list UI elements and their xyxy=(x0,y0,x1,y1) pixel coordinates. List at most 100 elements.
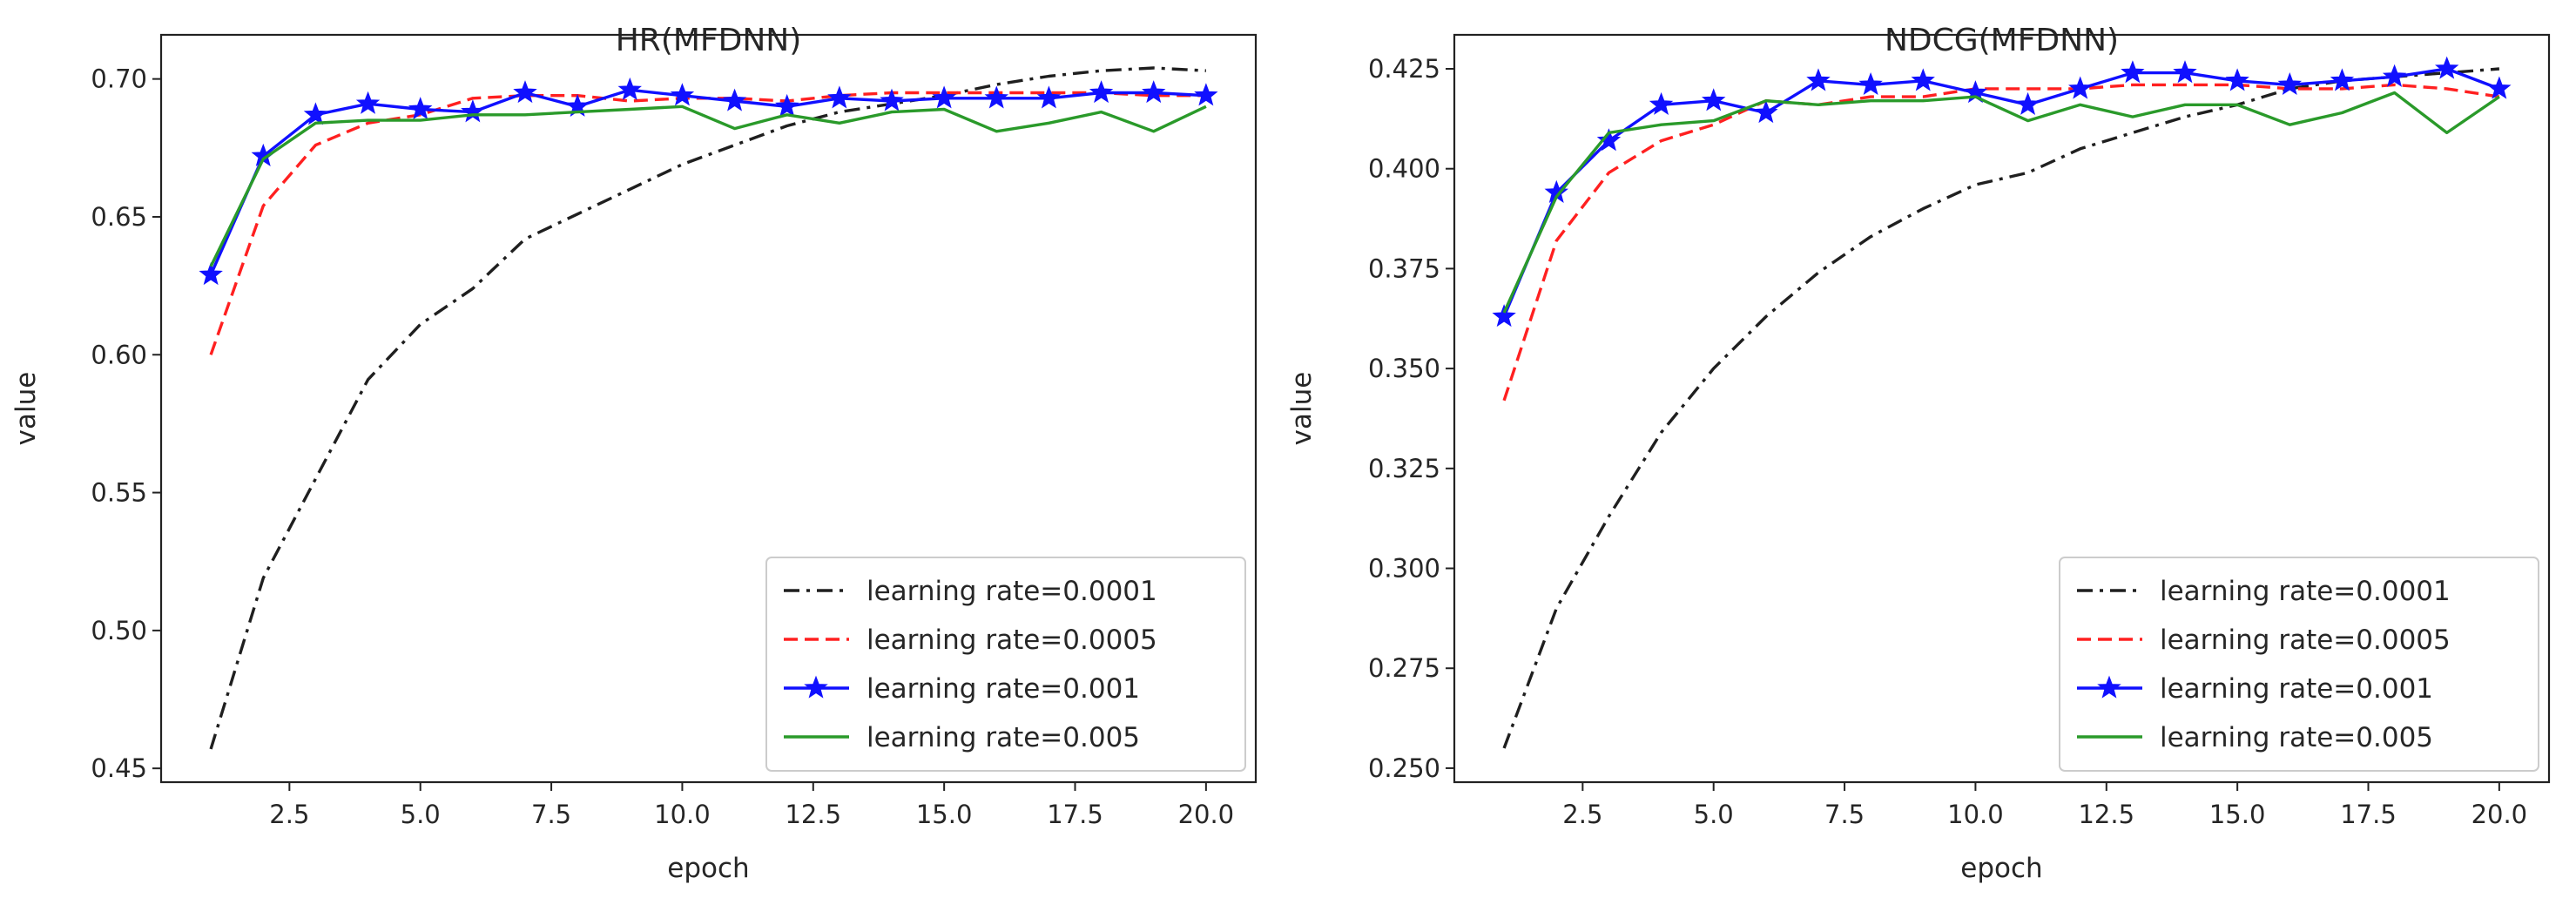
legend-label: learning rate=0.0005 xyxy=(2160,625,2451,656)
data-point xyxy=(1596,128,1622,152)
data-point xyxy=(1701,88,1726,111)
y-axis-label: value xyxy=(10,372,42,446)
data-point xyxy=(1089,80,1114,104)
axes-frame xyxy=(1453,33,2551,784)
x-tick-label: 17.5 xyxy=(1047,800,1103,829)
data-point xyxy=(1858,71,1883,96)
legend-label: learning rate=0.005 xyxy=(867,722,1140,753)
data-point xyxy=(827,85,852,109)
legend: learning rate=0.0001 learning rate=0.0005… xyxy=(765,557,1246,772)
hr-chart: HR(MFDNN) 2.5 5.0 7.5 10.0 12.5 15.0 17.5 20.0 0.… xyxy=(10,23,1258,884)
legend-box xyxy=(765,557,1246,772)
data-point xyxy=(1142,80,1166,104)
y-tick-label: 0.55 xyxy=(91,478,147,508)
x-tick-label: 2.5 xyxy=(269,800,309,829)
data-point xyxy=(303,102,328,125)
series-line-3 xyxy=(209,105,1207,267)
x-tick-label: 10.0 xyxy=(1947,800,2004,829)
data-point xyxy=(2277,71,2303,96)
series-line-1 xyxy=(1502,83,2500,402)
y-tick-label: 0.400 xyxy=(1368,154,1440,184)
legend-label: learning rate=0.001 xyxy=(867,673,1140,705)
x-tick-label: 10.0 xyxy=(654,800,711,829)
x-tick-label: 15.0 xyxy=(916,800,973,829)
y-tick-label: 0.250 xyxy=(1368,753,1440,783)
plot-area xyxy=(199,66,1218,750)
x-axis-label: epoch xyxy=(667,853,749,884)
x-tick-label: 12.5 xyxy=(2078,800,2134,829)
data-point xyxy=(1911,68,1935,91)
data-point xyxy=(2015,91,2040,115)
series-line-2 xyxy=(1502,67,2500,318)
series-line-1 xyxy=(209,91,1206,355)
data-point xyxy=(2330,68,2355,91)
y-tick-label: 0.50 xyxy=(91,616,147,645)
data-point xyxy=(775,93,799,117)
data-point xyxy=(1754,100,1778,124)
legend-label: learning rate=0.0001 xyxy=(2160,576,2451,607)
y-tick-label: 0.65 xyxy=(91,202,147,232)
data-point xyxy=(513,80,537,104)
y-tick-label: 0.70 xyxy=(91,64,147,94)
x-tick-label: 7.5 xyxy=(1824,800,1865,829)
series-line-3 xyxy=(1502,91,2500,314)
data-point xyxy=(2173,60,2197,84)
data-point xyxy=(932,85,956,109)
data-point xyxy=(1194,83,1218,106)
data-point xyxy=(2121,60,2145,84)
data-point xyxy=(2487,76,2512,99)
x-tick-label: 2.5 xyxy=(1562,800,1602,829)
data-point xyxy=(2225,68,2249,91)
y-tick-label: 0.45 xyxy=(91,753,147,783)
data-point xyxy=(1806,68,1831,91)
legend-label: learning rate=0.005 xyxy=(2160,722,2433,753)
x-tick-label: 5.0 xyxy=(1694,800,1734,829)
data-point xyxy=(1649,91,1674,115)
x-tick-label: 17.5 xyxy=(2340,800,2397,829)
chart-title: HR(MFDNN) xyxy=(616,23,802,58)
x-tick-label: 5.0 xyxy=(401,800,441,829)
x-axis-label: epoch xyxy=(1960,853,2042,884)
plot-area xyxy=(1492,56,2512,749)
y-tick-label: 0.375 xyxy=(1368,253,1440,283)
y-tick-label: 0.300 xyxy=(1368,554,1440,584)
x-tick-label: 20.0 xyxy=(1178,800,1235,829)
data-point xyxy=(1492,304,1516,327)
series-line-0 xyxy=(209,66,1206,750)
chart-title: NDCG(MFDNN) xyxy=(1885,23,2119,58)
legend: learning rate=0.0001 learning rate=0.0005… xyxy=(2059,557,2539,772)
data-point xyxy=(1036,85,1062,109)
data-point xyxy=(984,85,1009,109)
x-tick-label: 7.5 xyxy=(531,800,571,829)
legend-marker xyxy=(2097,675,2121,699)
legend-label: learning rate=0.0001 xyxy=(867,576,1157,607)
x-tick-label: 15.0 xyxy=(2209,800,2266,829)
legend-box xyxy=(2059,557,2539,772)
axes-frame xyxy=(159,33,1258,784)
x-tick-label: 12.5 xyxy=(785,800,841,829)
legend-label: learning rate=0.0005 xyxy=(867,625,1157,656)
data-point xyxy=(2382,64,2407,87)
data-point xyxy=(199,261,223,286)
y-tick-label: 0.350 xyxy=(1368,354,1440,383)
data-point xyxy=(355,91,381,114)
ndcg-chart: NDCG(MFDNN) 2.5 5.0 7.5 10.0 12.5 15.0 17.5 20.0… xyxy=(1286,23,2551,884)
data-point xyxy=(408,97,433,120)
y-tick-label: 0.60 xyxy=(91,340,147,369)
x-tick-label: 20.0 xyxy=(2471,800,2528,829)
data-point xyxy=(670,83,695,106)
data-point xyxy=(617,77,642,100)
y-tick-label: 0.275 xyxy=(1368,653,1440,683)
data-point xyxy=(2435,56,2459,79)
legend-marker xyxy=(804,675,828,699)
data-point xyxy=(461,99,485,123)
data-point xyxy=(2068,76,2093,99)
y-tick-label: 0.325 xyxy=(1368,454,1440,483)
y-tick-label: 0.425 xyxy=(1368,54,1440,84)
data-point xyxy=(722,88,747,111)
series-line-2 xyxy=(209,88,1206,276)
y-axis-label: value xyxy=(1286,372,1318,446)
legend-label: learning rate=0.001 xyxy=(2160,673,2433,705)
data-point xyxy=(880,88,904,111)
